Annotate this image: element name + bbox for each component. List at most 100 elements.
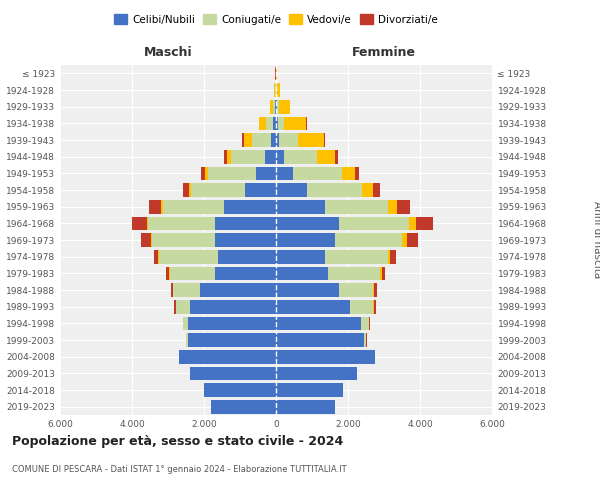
- Bar: [328, 266, 380, 280]
- Bar: [339, 283, 373, 297]
- Bar: [276, 183, 307, 197]
- Bar: [278, 116, 284, 130]
- Bar: [276, 150, 284, 164]
- Bar: [188, 316, 276, 330]
- Bar: [224, 200, 276, 213]
- Bar: [163, 200, 224, 213]
- Bar: [276, 400, 335, 413]
- Bar: [273, 100, 275, 114]
- Bar: [251, 133, 271, 147]
- Bar: [224, 150, 227, 164]
- Bar: [183, 316, 184, 330]
- Bar: [149, 200, 161, 213]
- Bar: [325, 200, 388, 213]
- Bar: [211, 400, 276, 413]
- Bar: [215, 216, 276, 230]
- Bar: [276, 316, 361, 330]
- Bar: [274, 116, 276, 130]
- Bar: [173, 283, 200, 297]
- Bar: [191, 183, 245, 197]
- Bar: [190, 300, 276, 314]
- Bar: [274, 83, 275, 97]
- Bar: [179, 350, 276, 364]
- Bar: [276, 233, 335, 247]
- Bar: [271, 133, 276, 147]
- Bar: [374, 300, 376, 314]
- Bar: [265, 150, 276, 164]
- Bar: [335, 233, 402, 247]
- Bar: [355, 166, 359, 180]
- Bar: [416, 216, 433, 230]
- Bar: [293, 166, 342, 180]
- Bar: [270, 100, 273, 114]
- Bar: [190, 183, 191, 197]
- Bar: [215, 266, 276, 280]
- Bar: [188, 333, 276, 347]
- Bar: [244, 133, 251, 147]
- Bar: [215, 233, 276, 247]
- Bar: [183, 183, 190, 197]
- Text: Maschi: Maschi: [143, 46, 193, 59]
- Bar: [373, 283, 374, 297]
- Bar: [184, 316, 188, 330]
- Text: Anni di nascita: Anni di nascita: [592, 202, 600, 278]
- Legend: Celibi/Nubili, Coniugati/e, Vedovi/e, Divorziati/e: Celibi/Nubili, Coniugati/e, Vedovi/e, Di…: [110, 10, 442, 29]
- Bar: [147, 216, 148, 230]
- Bar: [362, 183, 373, 197]
- Bar: [380, 266, 382, 280]
- Bar: [175, 300, 176, 314]
- Bar: [159, 250, 218, 264]
- Bar: [276, 216, 339, 230]
- Bar: [388, 250, 391, 264]
- Bar: [276, 350, 375, 364]
- Bar: [277, 100, 278, 114]
- Bar: [350, 300, 373, 314]
- Bar: [317, 150, 335, 164]
- Bar: [277, 83, 280, 97]
- Bar: [279, 133, 298, 147]
- Bar: [166, 266, 169, 280]
- Bar: [275, 100, 276, 114]
- Bar: [276, 300, 350, 314]
- Bar: [388, 200, 397, 213]
- Bar: [335, 150, 338, 164]
- Bar: [397, 200, 410, 213]
- Bar: [151, 233, 152, 247]
- Bar: [152, 233, 215, 247]
- Bar: [256, 166, 276, 180]
- Bar: [278, 100, 290, 114]
- Bar: [284, 150, 317, 164]
- Bar: [205, 166, 208, 180]
- Bar: [227, 150, 231, 164]
- Bar: [325, 250, 388, 264]
- Bar: [204, 383, 276, 397]
- Bar: [391, 250, 396, 264]
- Bar: [276, 166, 293, 180]
- Bar: [154, 250, 158, 264]
- Bar: [218, 250, 276, 264]
- Bar: [276, 266, 328, 280]
- Bar: [266, 116, 274, 130]
- Bar: [186, 333, 188, 347]
- Bar: [276, 383, 343, 397]
- Bar: [176, 300, 190, 314]
- Bar: [158, 250, 159, 264]
- Bar: [298, 133, 323, 147]
- Bar: [242, 133, 244, 147]
- Bar: [200, 283, 276, 297]
- Bar: [276, 66, 277, 80]
- Bar: [373, 183, 380, 197]
- Bar: [148, 216, 215, 230]
- Bar: [190, 366, 276, 380]
- Text: Popolazione per età, sesso e stato civile - 2024: Popolazione per età, sesso e stato civil…: [12, 435, 343, 448]
- Bar: [161, 200, 163, 213]
- Bar: [339, 216, 409, 230]
- Bar: [276, 283, 339, 297]
- Bar: [259, 116, 266, 130]
- Bar: [307, 183, 362, 197]
- Bar: [374, 283, 377, 297]
- Bar: [382, 266, 385, 280]
- Bar: [276, 133, 279, 147]
- Bar: [323, 133, 325, 147]
- Bar: [170, 266, 215, 280]
